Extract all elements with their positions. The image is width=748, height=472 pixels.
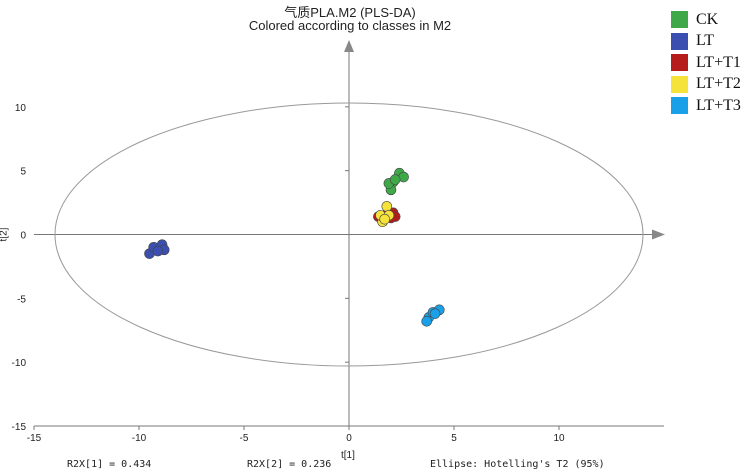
hotelling-ellipse <box>54 102 644 367</box>
data-point-lt <box>152 245 164 257</box>
r2x2-readout: R2X[2] = 0.236 <box>247 459 332 470</box>
chart-subtitle: Colored according to classes in M2 <box>248 18 452 33</box>
legend-item-lt-t1: LT+T1 <box>671 53 741 72</box>
x-tick-label: -10 <box>132 433 147 444</box>
legend-item-lt-t2: LT+T2 <box>671 75 741 94</box>
x-tick-label: 10 <box>553 433 565 444</box>
y-tick-label: 0 <box>20 231 26 242</box>
r2x1-readout: R2X[1] = 0.434 <box>67 459 152 470</box>
legend-swatch-ck <box>671 11 688 28</box>
data-point-lt-t3 <box>429 308 441 319</box>
legend-label-lt-t1: LT+T1 <box>696 53 741 71</box>
y-tick-label: -5 <box>17 294 26 305</box>
y-axis-label: t[2] <box>0 227 10 242</box>
ellipse-note: Ellipse: Hotelling's T2 (95%) <box>430 459 605 470</box>
legend-swatch-lt-t2 <box>671 75 688 93</box>
data-point-lt-t2 <box>381 201 393 212</box>
y-tick-label: -10 <box>12 358 27 369</box>
y-axis-arrow <box>344 40 354 52</box>
data-point-ck <box>389 174 401 185</box>
data-point-lt-t2 <box>379 213 391 225</box>
legend-swatch-lt-t1 <box>671 54 688 71</box>
x-tick-label: -15 <box>27 433 42 444</box>
x-axis-arrow <box>652 229 665 240</box>
legend-label-lt-t3: LT+T3 <box>696 96 741 114</box>
data-point-lt-t3 <box>421 316 433 327</box>
y-tick-label: 5 <box>20 167 26 178</box>
legend-label-lt: LT <box>696 32 715 49</box>
legend-item-lt: LT <box>671 32 741 51</box>
x-axis-label: t[1] <box>341 450 355 461</box>
y-tick-label: 10 <box>15 103 27 114</box>
legend-item-ck: CK <box>671 10 741 29</box>
x-tick-label: -5 <box>240 433 249 444</box>
legend: CK LT LT+T1 LT+T2 LT+T3 <box>671 10 741 118</box>
legend-swatch-lt-t3 <box>671 97 688 114</box>
legend-swatch-lt <box>671 32 688 50</box>
legend-label-lt-t2: LT+T2 <box>696 75 741 92</box>
legend-item-lt-t3: LT+T3 <box>671 96 741 115</box>
y-tick-label: -15 <box>12 422 27 433</box>
x-tick-label: 5 <box>451 433 457 444</box>
chart-title: 气质PLA.M2 (PLS-DA) <box>284 5 416 20</box>
x-tick-label: 0 <box>346 433 352 444</box>
legend-label-ck: CK <box>696 10 719 28</box>
